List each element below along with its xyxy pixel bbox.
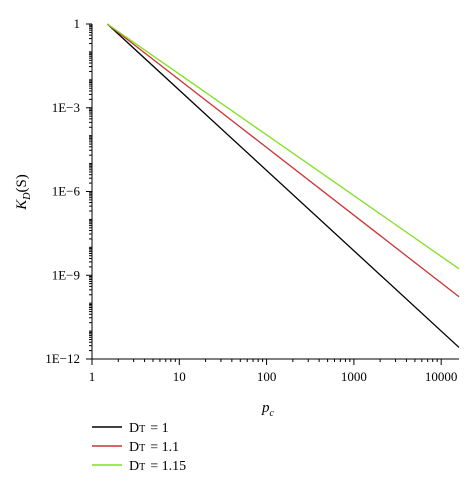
y-tick-label: 1E−9	[52, 267, 80, 282]
y-ticks: 1 1E−3 1E−6 1E−9 1E−12	[45, 16, 92, 366]
plot-area: 1 10 100 1000 10000 1 1E−3 1E−6 1E−9 1E−12	[45, 16, 460, 384]
legend-item-2: DT = 1.1	[92, 440, 179, 455]
x-tick-label: 10	[173, 369, 186, 384]
legend-label: DT = 1.1	[129, 440, 179, 455]
legend-label: DT = 1.15	[129, 459, 186, 474]
x-tick-label: 1	[89, 369, 96, 384]
y-tick-label: 1	[74, 16, 81, 31]
x-ticks: 1 10 100 1000 10000	[89, 359, 458, 384]
y-axis-label: KD(S)	[14, 174, 33, 211]
legend-item-1: DT = 1	[92, 421, 169, 436]
x-tick-label: 1000	[341, 369, 367, 384]
series-line-2	[106, 23, 460, 298]
legend-item-3: DT = 1.15	[92, 459, 186, 474]
series-line-3	[106, 23, 460, 270]
x-axis-label: pc	[261, 400, 275, 419]
y-tick-label: 1E−6	[52, 184, 81, 199]
legend-label: DT = 1	[129, 421, 169, 436]
x-tick-label: 100	[257, 369, 277, 384]
series-lines	[106, 23, 460, 348]
y-tick-label: 1E−12	[45, 351, 80, 366]
legend: DT = 1 DT = 1.1 DT = 1.15	[92, 421, 186, 474]
y-tick-label: 1E−3	[52, 100, 80, 115]
x-tick-label: 10000	[425, 369, 458, 384]
series-line-1	[106, 23, 460, 348]
